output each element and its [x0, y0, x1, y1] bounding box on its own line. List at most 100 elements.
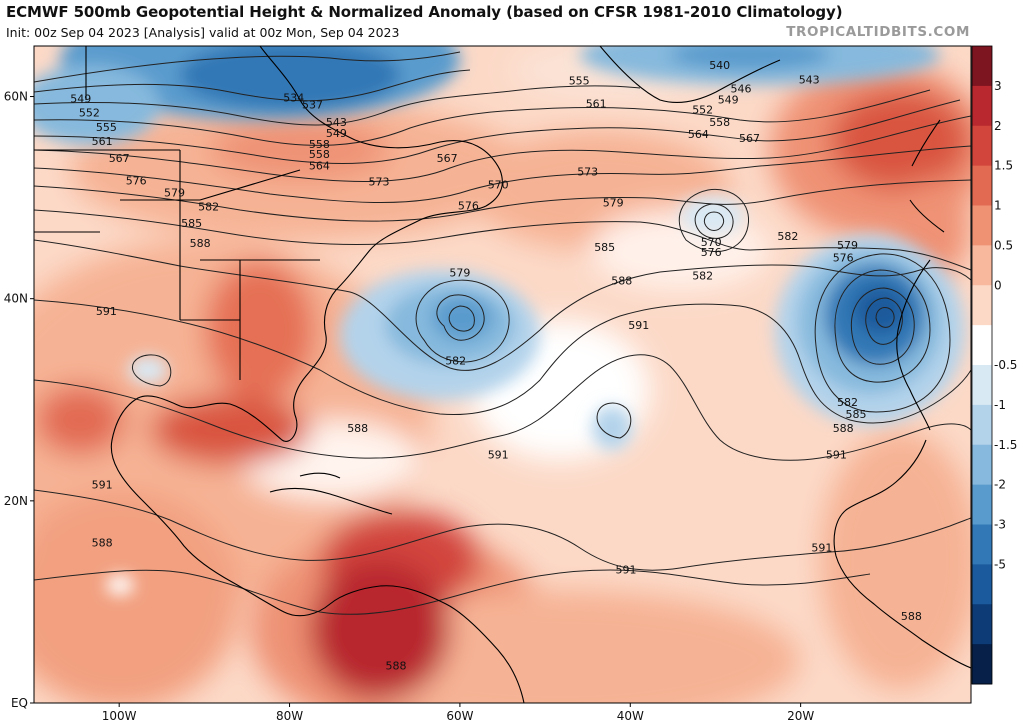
colorbar-swatch	[972, 644, 992, 685]
contour-label: 591	[96, 305, 117, 318]
brand-watermark: TROPICALTIDBITS.COM	[786, 24, 970, 40]
contour-label: 564	[688, 128, 709, 141]
contour-label: 576	[458, 200, 479, 213]
colorbar-tick-label: 1.5	[994, 159, 1013, 173]
plot-frame	[33, 45, 972, 704]
longitude-axis: 100W 80W 60W 40W 20W	[102, 703, 814, 723]
contour-label: 591	[616, 564, 637, 577]
contour-label: 558	[309, 148, 330, 161]
colorbar-swatch	[972, 604, 992, 645]
contour-label: 591	[488, 448, 509, 461]
contour-label: 576	[833, 251, 854, 264]
contour-label: 552	[79, 107, 100, 120]
colorbar-tick-label: 2	[994, 119, 1002, 133]
contour-label: 543	[326, 116, 347, 129]
contour-label: 582	[777, 230, 798, 243]
contour-label: 588	[901, 610, 922, 623]
contour-label: 579	[449, 266, 470, 279]
colorbar-tick-label: -0.5	[994, 358, 1017, 372]
colorbar-swatch	[972, 205, 992, 246]
contour-label: 561	[92, 135, 113, 148]
contour-label: 582	[837, 396, 858, 409]
contour-label: 570	[701, 236, 722, 249]
colorbar-tick-label: -2	[994, 478, 1006, 492]
colorbar-frame	[971, 45, 993, 685]
lat-label: 40N	[4, 292, 28, 306]
lon-label: 100W	[102, 709, 137, 723]
map-title: ECMWF 500mb Geopotential Height & Normal…	[6, 3, 843, 21]
colorbar-swatch	[972, 404, 992, 446]
coastlines	[34, 46, 971, 703]
contour-label: 588	[833, 422, 854, 435]
lon-label: 40W	[617, 709, 644, 723]
contour-label: 591	[826, 448, 847, 461]
contour-label: 585	[846, 408, 867, 421]
contour-label: 564	[309, 159, 330, 172]
contour-label: 579	[164, 187, 185, 200]
lon-label: 80W	[276, 709, 303, 723]
contour-label: 573	[369, 176, 390, 189]
contour-label: 567	[109, 152, 130, 165]
colorbar-tick-label: -1	[994, 398, 1006, 412]
contour-label: 582	[198, 201, 219, 214]
colorbar-swatch	[972, 85, 992, 127]
contour-label: 534	[283, 92, 304, 105]
contour-label: 549	[326, 127, 347, 140]
latitude-axis: 60N 40N 20N EQ	[4, 90, 34, 710]
contour-label: 585	[181, 217, 202, 230]
contour-label: 558	[309, 138, 330, 151]
contour-label: 555	[569, 74, 590, 87]
contour-label: 561	[586, 98, 607, 111]
contour-label: 591	[92, 479, 113, 492]
colorbar-tick-label: -1.5	[994, 438, 1017, 452]
contour-label: 549	[70, 93, 91, 106]
contour-labels: 5495525555615675765795825855885915345375…	[70, 59, 922, 672]
colorbar-swatch	[972, 285, 992, 326]
contour-label: 546	[731, 83, 752, 96]
colorbar-tick-label: 0.5	[994, 238, 1013, 252]
colorbar-swatch	[972, 365, 992, 406]
contour-label: 588	[190, 237, 211, 250]
contour-label: 543	[799, 73, 820, 86]
contour-label: 588	[347, 422, 368, 435]
colorbar-swatch	[972, 46, 992, 87]
contour-label: 573	[577, 165, 598, 178]
contour-label: 552	[692, 104, 713, 117]
contour-label: 588	[611, 275, 632, 288]
map-subtitle: Init: 00z Sep 04 2023 [Analysis] valid a…	[6, 25, 400, 40]
contour-label: 567	[437, 152, 458, 165]
colorbar-swatch	[972, 444, 992, 486]
contour-label: 588	[386, 660, 407, 673]
contour-label: 591	[628, 319, 649, 332]
contour-label: 579	[603, 197, 624, 210]
contour-label: 585	[594, 241, 615, 254]
colorbar-swatch	[972, 325, 992, 366]
lon-label: 60W	[446, 709, 473, 723]
colorbar-tick-label: 3	[994, 79, 1002, 93]
height-contours	[34, 51, 971, 615]
contour-label: 555	[96, 121, 117, 134]
lat-label: 20N	[4, 494, 28, 508]
contour-label: 549	[718, 94, 739, 107]
contour-label: 570	[488, 179, 509, 192]
colorbar-tick-label: -3	[994, 518, 1006, 532]
contour-label: 579	[837, 239, 858, 252]
contour-label: 558	[709, 116, 730, 129]
contour-label: 540	[709, 59, 730, 72]
contour-label: 576	[126, 174, 147, 187]
contour-label: 537	[302, 99, 323, 112]
anomaly-colorbar: 3 2 1.5 1 0.5 0 -0.5 -1 -1.5 -2 -3 -5	[971, 45, 1017, 685]
colorbar-swatch	[972, 165, 992, 207]
colorbar-swatch	[972, 484, 992, 526]
colorbar-swatch	[972, 245, 992, 286]
colorbar-tick-label: 1	[994, 199, 1002, 213]
colorbar-swatch	[972, 524, 992, 565]
lat-label: EQ	[11, 696, 28, 710]
lat-label: 60N	[4, 90, 28, 104]
lon-label: 20W	[787, 709, 814, 723]
colorbar-swatch	[972, 564, 992, 605]
colorbar-swatch	[972, 125, 992, 167]
contour-label: 591	[811, 541, 832, 554]
contour-label: 588	[92, 536, 113, 549]
